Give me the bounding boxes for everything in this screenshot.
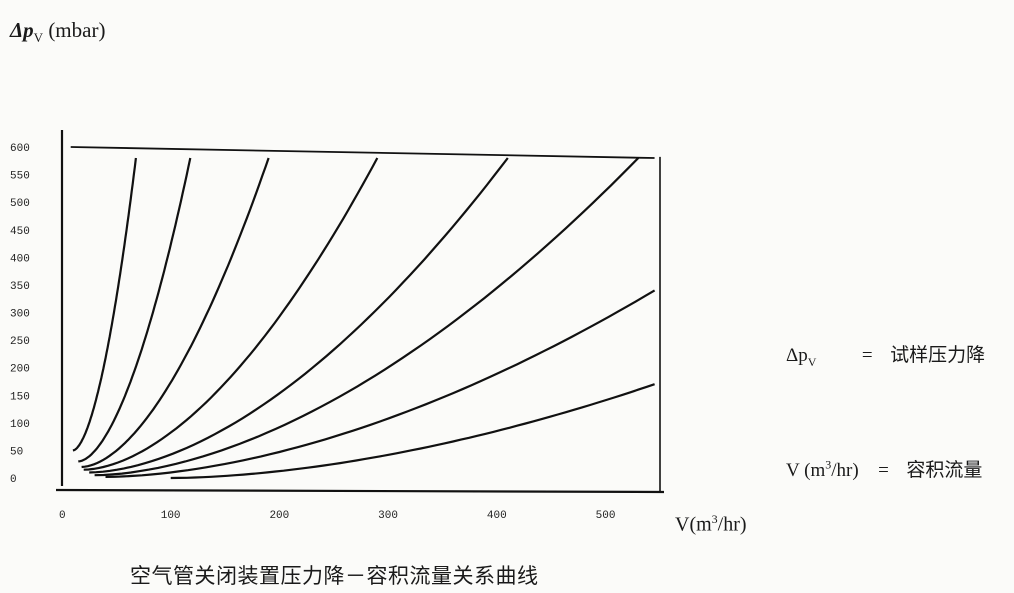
curve-6: [94, 157, 640, 477]
curve-5: [89, 157, 509, 474]
curve-8: [170, 383, 655, 480]
curve-2: [78, 157, 192, 463]
y-tick-label: 350: [10, 281, 30, 293]
y-tick-label: 550: [10, 171, 30, 183]
curve-1: [72, 157, 137, 452]
y-tick-label: 100: [10, 419, 30, 431]
y-tick-label: 400: [10, 253, 30, 265]
y-tick-label: 450: [10, 226, 30, 238]
y-tick-label: 250: [10, 336, 30, 348]
x-tick-label: 500: [596, 510, 616, 522]
curve-3: [81, 157, 270, 469]
chart-caption: 空气管关闭装置压力降－容积流量关系曲线: [130, 564, 539, 588]
y-tick-label: 150: [10, 391, 30, 403]
upper-limit-line: [70, 146, 655, 159]
x-axis-line: [55, 488, 665, 494]
curve-7: [105, 289, 656, 478]
x-tick-label: 300: [378, 510, 398, 522]
chart-curves: [72, 157, 656, 480]
y-tick-label: 300: [10, 309, 30, 321]
x-tick-labels: 0 100 200 300 400 500: [59, 510, 615, 522]
x-tick-label: 0: [59, 510, 66, 522]
y-axis-label: ΔpV (mbar): [10, 18, 106, 46]
y-tick-label: 600: [10, 143, 30, 155]
x-tick-label: 200: [269, 510, 289, 522]
y-tick-label: 200: [10, 364, 30, 376]
x-tick-label: 100: [161, 510, 181, 522]
legend-entry-pressure: ΔpV = 试样压力降: [786, 345, 986, 369]
y-tick-label: 500: [10, 198, 30, 210]
y-tick-label: 50: [10, 446, 23, 458]
x-axis-label: V(m3/hr): [675, 512, 747, 536]
chart-axes: [55, 130, 665, 494]
legend-entry-flow: V (m3/hr) = 容积流量: [786, 457, 983, 481]
curve-4: [83, 157, 379, 471]
y-tick-label: 0: [10, 474, 17, 486]
x-tick-label: 400: [487, 510, 507, 522]
